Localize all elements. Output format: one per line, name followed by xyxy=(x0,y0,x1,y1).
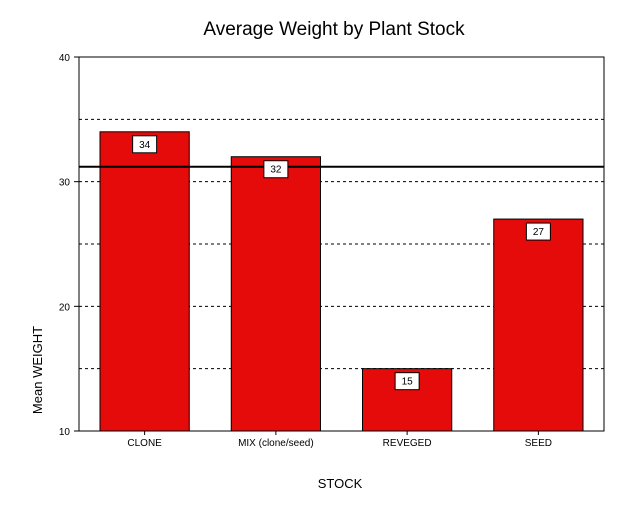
data-label-box xyxy=(394,372,420,391)
data-label-box xyxy=(132,135,158,154)
bar-mix-clone-seed xyxy=(230,156,321,432)
x-tick-label: MIX (clone/seed) xyxy=(238,438,314,449)
y-axis-ticks: 10 20 30 40 xyxy=(59,53,79,438)
y-axis-title: Mean WEIGHT xyxy=(30,326,45,414)
y-tick-label: 40 xyxy=(59,53,71,64)
y-tick-label: 30 xyxy=(59,178,71,189)
bars xyxy=(99,131,584,432)
chart-title: Average Weight by Plant Stock xyxy=(203,19,465,40)
x-tick-label: CLONE xyxy=(127,438,162,449)
data-label-box xyxy=(525,222,551,241)
data-label: 32 xyxy=(270,165,282,176)
bar-seed xyxy=(493,218,584,432)
bar-clone xyxy=(99,131,190,432)
data-label: 27 xyxy=(533,227,545,238)
data-labels: 34 32 15 27 xyxy=(132,135,551,391)
data-label: 34 xyxy=(139,140,151,151)
x-tick-label: SEED xyxy=(525,438,552,449)
x-axis-ticks: CLONE MIX (clone/seed) REVEGED SEED xyxy=(127,431,552,449)
x-axis-title: STOCK xyxy=(318,476,363,491)
data-label: 15 xyxy=(402,377,414,388)
x-tick-label: REVEGED xyxy=(383,438,432,449)
data-label-box xyxy=(263,160,289,179)
y-tick-label: 20 xyxy=(59,302,71,313)
y-tick-label: 10 xyxy=(59,427,71,438)
